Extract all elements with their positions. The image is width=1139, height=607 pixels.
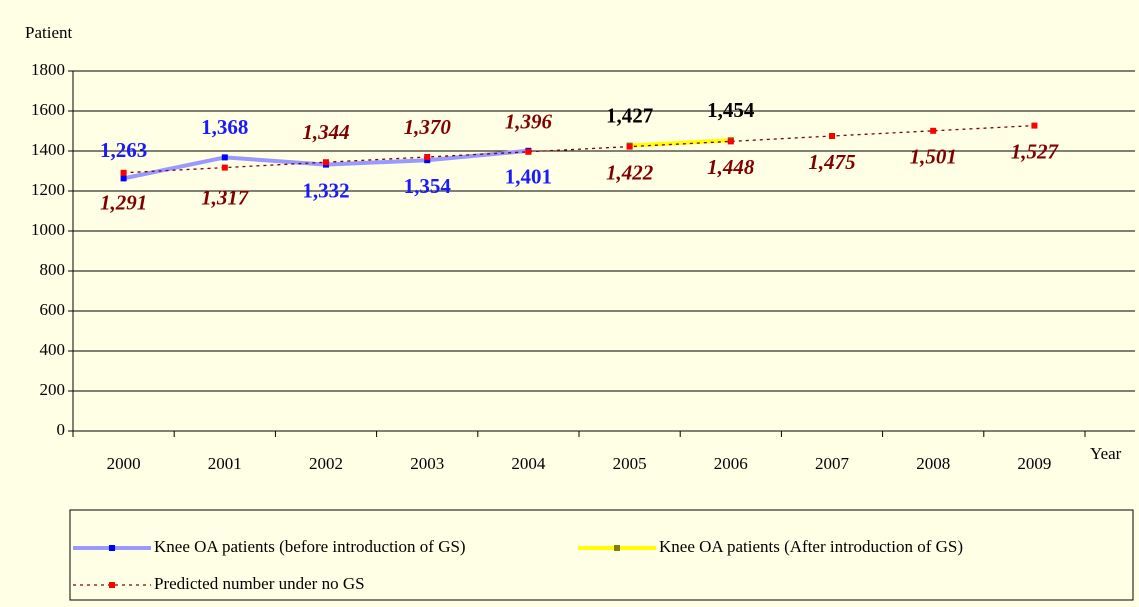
- y-tick-label: 1800: [31, 60, 65, 79]
- y-tick-label: 1200: [31, 180, 65, 199]
- x-tick-label: 2003: [410, 454, 444, 473]
- series-line: [629, 138, 731, 148]
- value-label: 1,263: [100, 138, 147, 162]
- marker: [626, 143, 633, 150]
- legend-label: Predicted number under no GS: [154, 574, 365, 593]
- marker: [120, 169, 127, 176]
- marker: [221, 154, 228, 161]
- y-tick-label: 400: [40, 340, 66, 359]
- value-label: 1,454: [707, 98, 755, 122]
- y-tick-label: 200: [40, 380, 66, 399]
- x-tick-label: 2009: [1017, 454, 1051, 473]
- marker: [221, 164, 228, 171]
- x-tick-label: 2000: [107, 454, 141, 473]
- y-axis-title: Patient: [25, 23, 72, 42]
- y-tick-label: 800: [40, 260, 66, 279]
- value-label: 1,396: [505, 110, 553, 134]
- value-label: 1,332: [302, 178, 349, 202]
- value-label: 1,422: [606, 160, 654, 184]
- y-tick-label: 1000: [31, 220, 65, 239]
- x-tick-label: 2008: [916, 454, 950, 473]
- legend-marker: [109, 545, 115, 551]
- y-tick-label: 1600: [31, 100, 65, 119]
- y-tick-label: 1400: [31, 140, 65, 159]
- marker: [727, 138, 734, 145]
- marker: [424, 154, 431, 160]
- marker: [525, 148, 532, 155]
- legend-label: Knee OA patients (before introduction of…: [154, 537, 466, 556]
- x-tick-label: 2006: [714, 454, 748, 473]
- value-label: 1,344: [302, 120, 349, 144]
- value-label: 1,354: [404, 174, 452, 198]
- legend-marker: [614, 545, 620, 551]
- x-tick-label: 2001: [208, 454, 242, 473]
- x-axis-title: Year: [1090, 444, 1122, 463]
- value-label: 1,291: [100, 191, 147, 215]
- value-label: 1,501: [910, 145, 957, 169]
- marker: [120, 175, 127, 182]
- marker: [424, 157, 431, 164]
- x-tick-label: 2005: [613, 454, 647, 473]
- value-label: 1,401: [505, 165, 552, 189]
- legend-marker: [109, 582, 115, 588]
- y-tick-label: 600: [40, 300, 66, 319]
- value-label: 1,427: [606, 103, 653, 127]
- value-label: 1,527: [1011, 139, 1060, 163]
- y-tick-label: 0: [57, 420, 66, 439]
- marker: [930, 127, 937, 134]
- x-tick-label: 2002: [309, 454, 343, 473]
- marker: [1031, 122, 1038, 129]
- marker: [829, 133, 835, 139]
- value-label: 1,370: [404, 115, 452, 139]
- legend-box: [69, 509, 1134, 601]
- value-label: 1,448: [707, 155, 755, 179]
- value-label: 1,317: [201, 185, 250, 209]
- value-label: 1,475: [808, 150, 855, 174]
- series-line: [123, 124, 1035, 174]
- value-label: 1,368: [201, 115, 248, 139]
- x-tick-label: 2004: [511, 454, 546, 473]
- marker: [323, 159, 329, 166]
- legend-label: Knee OA patients (After introduction of …: [659, 537, 963, 556]
- x-tick-label: 2007: [815, 454, 850, 473]
